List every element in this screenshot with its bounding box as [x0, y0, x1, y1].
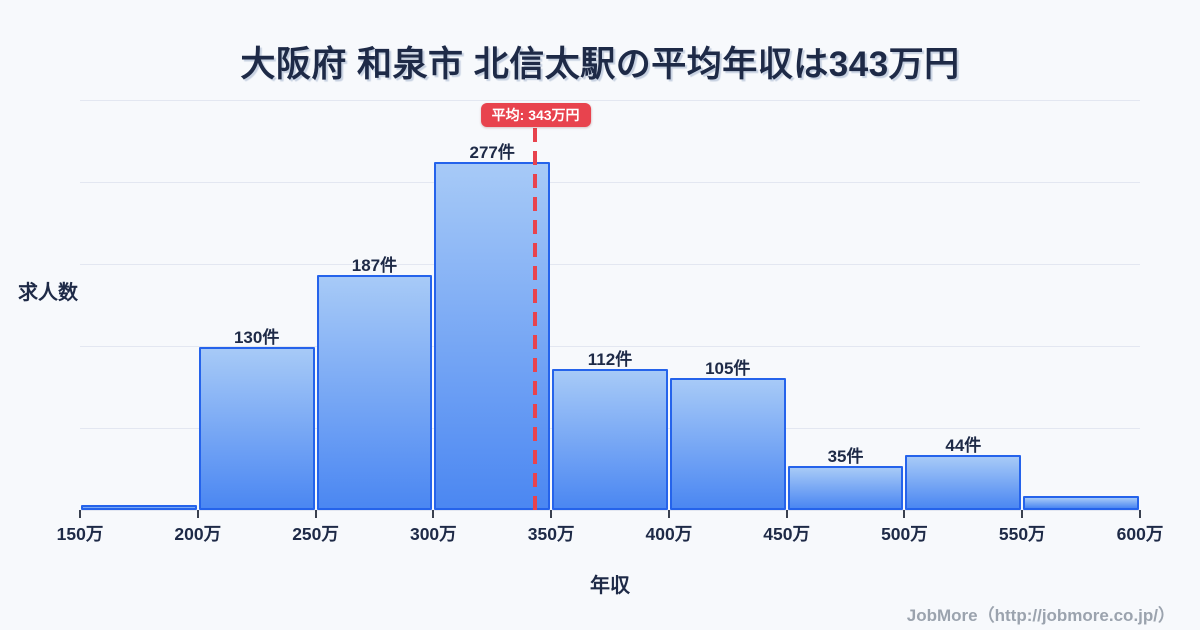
x-tick-label: 150万 — [56, 524, 104, 544]
bar-value-label: 44件 — [945, 435, 982, 455]
x-tick-label: 250万 — [292, 524, 339, 544]
histogram-bar — [1023, 496, 1139, 510]
mean-line — [532, 128, 537, 510]
axis-tick — [903, 510, 906, 518]
axis-tick — [785, 510, 788, 518]
axis-tick — [79, 510, 81, 518]
x-tick-label: 450万 — [763, 524, 810, 544]
x-axis-title: 年収 — [590, 575, 630, 597]
x-tick-label: 200万 — [174, 524, 222, 544]
bar-value-label: 35件 — [827, 446, 864, 466]
x-tick-label: 600万 — [1116, 524, 1164, 544]
x-tick-label: 550万 — [998, 524, 1046, 544]
histogram-bar — [316, 274, 433, 510]
chart-title: 大阪府 和泉市 北信太駅の平均年収は343万円 — [240, 45, 960, 84]
axis-tick — [314, 510, 317, 518]
histogram-bar — [81, 504, 197, 510]
histogram-bar — [434, 161, 551, 510]
bar-value-label: 187件 — [351, 255, 398, 275]
y-axis-title: 求人数 — [18, 282, 78, 304]
footer-credit: JobMore（http://jobmore.co.jp/） — [906, 606, 1175, 625]
gridline — [80, 346, 1140, 347]
x-tick-label: 350万 — [527, 524, 575, 544]
bar-value-label: 112件 — [587, 350, 633, 370]
histogram-bar — [669, 377, 786, 510]
histogram-bar — [787, 465, 904, 510]
gridline — [80, 264, 1140, 265]
x-tick-label: 500万 — [881, 524, 928, 544]
axis-tick — [1021, 510, 1024, 518]
axis-tick — [667, 510, 670, 518]
bar-value-label: 130件 — [233, 327, 280, 347]
histogram-bar — [905, 454, 1022, 510]
histogram-bar — [198, 346, 315, 510]
axis-tick — [432, 510, 435, 518]
bar-value-label: 277件 — [469, 142, 515, 162]
gridline — [80, 100, 1140, 101]
histogram-bar — [552, 369, 668, 510]
plot-area: 130件 187件 277件 112件 105件 35件 44件 150万 200万 250万 3… — [57, 100, 1163, 544]
axis-tick — [550, 510, 553, 518]
x-tick-label: 400万 — [645, 524, 693, 544]
bar-value-label: 105件 — [705, 358, 751, 378]
x-tick-label: 300万 — [409, 524, 457, 544]
gridline — [80, 182, 1140, 183]
gridline — [80, 510, 1140, 511]
axis-tick — [1139, 510, 1141, 518]
mean-badge: 平均: 343万円 — [480, 103, 591, 127]
axis-tick — [196, 510, 199, 518]
